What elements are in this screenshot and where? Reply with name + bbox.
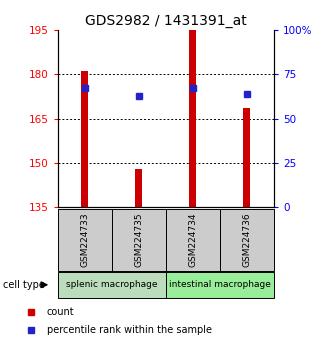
Bar: [135, 169, 142, 207]
Text: GSM224733: GSM224733: [80, 212, 89, 267]
Text: splenic macrophage: splenic macrophage: [66, 280, 157, 289]
Bar: [189, 30, 196, 207]
Bar: [58, 272, 166, 298]
Text: cell type: cell type: [3, 280, 45, 290]
Bar: [166, 209, 220, 271]
Text: GSM224735: GSM224735: [134, 212, 143, 267]
Bar: [243, 108, 250, 207]
Text: intestinal macrophage: intestinal macrophage: [169, 280, 271, 289]
Text: count: count: [47, 307, 74, 317]
Text: GSM224736: GSM224736: [242, 212, 251, 267]
Title: GDS2982 / 1431391_at: GDS2982 / 1431391_at: [85, 14, 247, 28]
Bar: [58, 209, 112, 271]
Bar: [220, 209, 274, 271]
Bar: [166, 272, 274, 298]
Text: percentile rank within the sample: percentile rank within the sample: [47, 325, 212, 335]
Bar: [112, 209, 166, 271]
Text: GSM224734: GSM224734: [188, 213, 197, 267]
Bar: [81, 72, 88, 207]
